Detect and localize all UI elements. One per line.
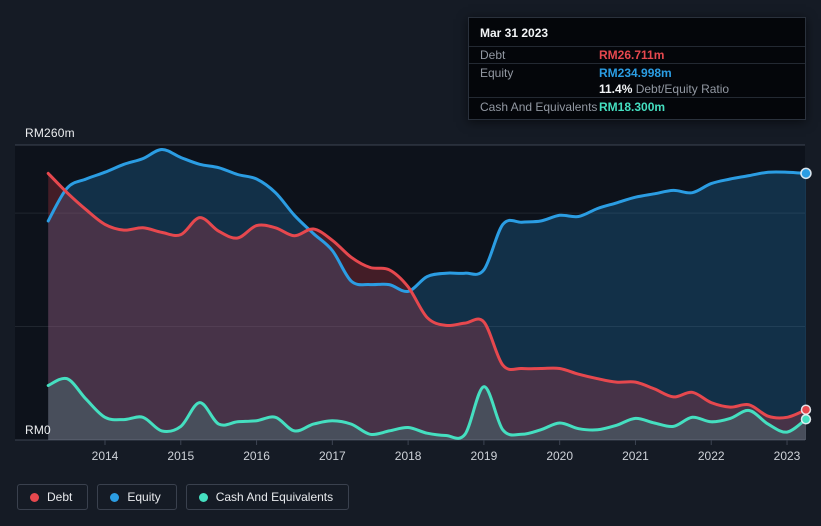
legend-item-equity[interactable]: Equity	[97, 484, 177, 510]
x-tick-label: 2016	[243, 449, 270, 463]
x-tick-label: 2014	[92, 449, 119, 463]
equity-end-marker[interactable]	[800, 167, 812, 180]
x-tick-label: 2021	[622, 449, 649, 463]
tooltip-debt-row: Debt RM26.711m	[469, 47, 805, 64]
cash-dot-icon	[198, 492, 208, 502]
tooltip-ratio-row: 11.4% Debt/Equity Ratio	[469, 81, 805, 98]
cash-line[interactable]	[46, 376, 808, 440]
cash-end-marker[interactable]	[800, 413, 812, 425]
x-tick-label: 2018	[395, 449, 422, 463]
plot-background[interactable]	[15, 145, 805, 440]
tooltip-equity-label: Equity	[480, 65, 514, 80]
debt-end-marker[interactable]	[800, 404, 812, 415]
tooltip-debt-label: Debt	[480, 48, 506, 62]
tooltip-equity-row: Equity RM234.998m	[469, 64, 805, 81]
tooltip-cash-row: Cash And Equivalents RM18.300m	[469, 98, 805, 115]
legend-item-debt[interactable]: Debt	[17, 484, 89, 510]
equity-area	[48, 149, 806, 440]
chart-plot[interactable]: 2014 2015 2016 2017 2018 2019 2020 2021 2022 2023	[0, 0, 821, 478]
tooltip-cash-value: RM18.300m	[599, 99, 666, 114]
x-tick-label: 2019	[471, 449, 498, 463]
chart-legend: Debt Equity Cash And Equivalents	[17, 484, 350, 510]
tooltip-date: Mar 31 2023	[469, 23, 805, 47]
debt-dot-icon	[30, 492, 39, 502]
legend-debt-label: Debt	[47, 490, 73, 504]
tooltip-debt-value: RM26.711m	[599, 48, 665, 62]
y-axis-min-label: RM0	[25, 423, 51, 437]
y-axis-max-label: RM260m	[25, 126, 75, 140]
legend-cash-label: Cash And Equivalents	[215, 490, 334, 504]
x-tick-label: 2015	[167, 449, 194, 463]
cash-area	[48, 378, 806, 440]
debt-area	[48, 173, 806, 440]
debt-line[interactable]	[46, 171, 808, 420]
tooltip-ratio-label: Debt/Equity Ratio	[632, 82, 730, 96]
tooltip-equity-value: RM234.998m	[599, 65, 672, 80]
legend-item-cash[interactable]: Cash And Equivalents	[185, 484, 350, 510]
x-tick-label: 2020	[546, 449, 573, 463]
tooltip-ratio: 11.4% Debt/Equity Ratio	[599, 82, 729, 96]
legend-equity-label: Equity	[127, 490, 161, 504]
tooltip-cash-label: Cash And Equivalents	[480, 99, 598, 114]
x-tick-label: 2017	[319, 449, 346, 463]
x-tick-label: 2023	[774, 449, 801, 463]
equity-dot-icon	[110, 492, 120, 502]
x-tick-label: 2022	[698, 449, 725, 463]
tooltip: Mar 31 2023 Debt RM26.711m Equity RM234.…	[468, 17, 806, 120]
tooltip-ratio-value: 11.4%	[599, 82, 633, 96]
equity-line[interactable]	[46, 148, 808, 294]
